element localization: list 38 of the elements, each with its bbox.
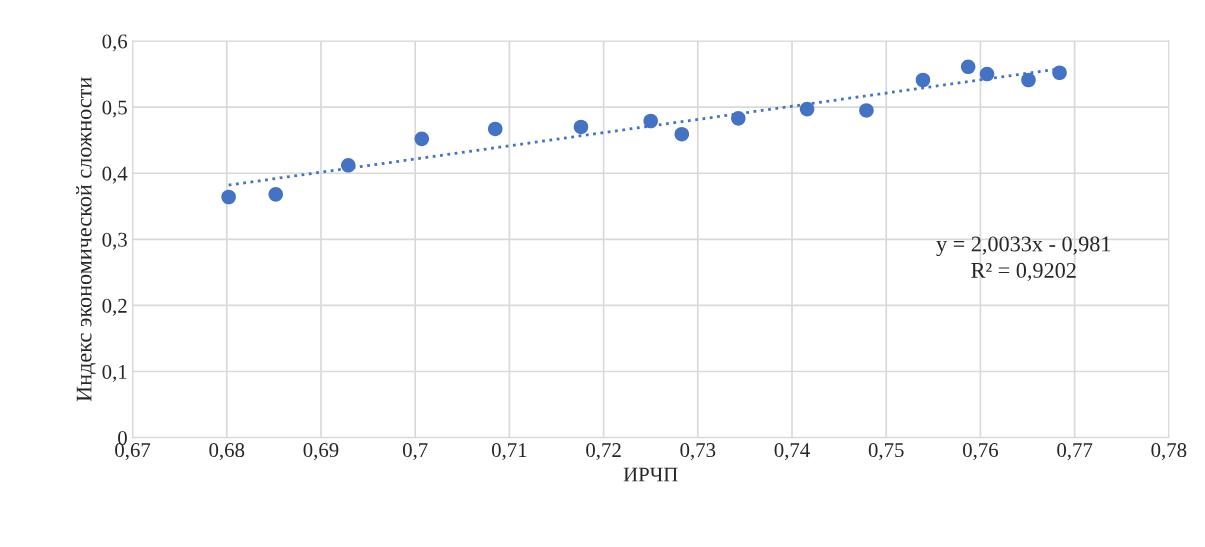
x-tick-label: 0,74 (774, 443, 810, 461)
point (859, 103, 874, 118)
y-tick-label: 0,5 (102, 100, 127, 118)
x-tick-label: 0,69 (303, 443, 339, 461)
x-tick-label: 0,7 (402, 443, 428, 461)
point (268, 187, 284, 202)
point (643, 113, 658, 129)
y-tick-label: 0,1 (102, 364, 127, 382)
x-tick-label: 0,72 (586, 443, 621, 461)
point (341, 158, 356, 173)
x-tick-label: 0,68 (209, 443, 245, 461)
x-tick-label: 0,73 (680, 443, 716, 461)
y-tick-label: 0,3 (102, 232, 127, 250)
y-tick-label: 0,4 (102, 166, 128, 184)
point (960, 59, 976, 75)
point (1052, 65, 1067, 81)
point (979, 66, 995, 82)
point (731, 111, 746, 126)
y-tick-label: 0,2 (102, 298, 127, 316)
x-tick-label: 0,78 (1151, 443, 1187, 461)
point (221, 189, 236, 205)
y-axis-title: Индекс экономической сложности (76, 77, 96, 402)
annotation: y = 2,0033x - 0,981 R² = 0,9202 (936, 236, 1111, 282)
point (799, 101, 815, 117)
point (573, 119, 589, 135)
point (1021, 72, 1036, 88)
x-tick-label: 0,77 (1057, 443, 1093, 461)
point (487, 121, 503, 137)
x-tick-label: 0,67 (115, 443, 151, 461)
x-tick-label: 0,75 (868, 443, 904, 461)
x-tick-label: 0,76 (963, 443, 999, 461)
y-tick-label: 0,6 (102, 34, 128, 52)
x-axis-title: ИРЧП (623, 467, 678, 482)
point (414, 131, 430, 147)
x-tick-label: 0,71 (491, 443, 527, 461)
point (915, 72, 931, 88)
y-tick-label: 0 (118, 430, 127, 446)
point (674, 126, 690, 142)
